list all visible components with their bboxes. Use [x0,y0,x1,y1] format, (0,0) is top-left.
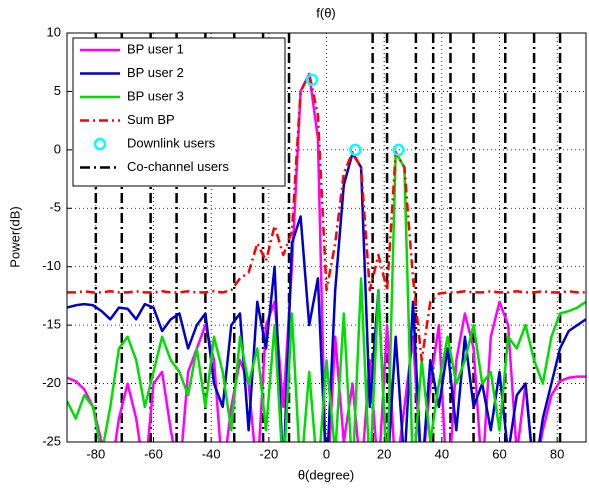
y-tick-label: -25 [42,433,61,448]
series-line [67,152,586,442]
legend-label: Sum BP [127,112,175,127]
y-tick-label: 5 [54,83,61,98]
data-layer [67,33,586,442]
x-tick-label: 0 [323,446,330,461]
legend-label: Co-channel users [127,159,229,174]
downlink-marker [305,73,319,86]
y-tick-label: 0 [54,141,61,156]
x-tick-label: 40 [435,446,449,461]
series-line [67,72,586,442]
x-tick-label: -40 [202,446,221,461]
x-tick-label: -60 [144,446,163,461]
legend: BP user 1 BP user 2 BP user 3 Sum BP Downlin… [72,37,286,187]
y-tick-label: -15 [42,317,61,332]
x-tick-label: 80 [550,446,564,461]
downlink-marker [349,143,362,157]
downlink-marker [392,143,405,157]
x-tick-label: 20 [377,446,391,461]
series-line [67,72,586,362]
y-tick-label: -5 [49,200,61,215]
y-tick-label: -20 [42,375,61,390]
chart-title: f(θ) [316,5,336,20]
legend-label: BP user 3 [127,88,184,103]
series-line [67,150,586,442]
legend-label: BP user 2 [127,65,184,80]
y-axis-label: Power(dB) [7,206,22,267]
x-tick-label: 60 [492,446,506,461]
x-tick-label: -80 [86,446,105,461]
legend-swatch [93,137,107,151]
legend-label: BP user 1 [127,41,184,56]
y-tick-label: -10 [42,258,61,273]
ticks: -80 -60 -40 -20 0 20 40 60 80 -25 -20 -15 -10 -5 0 5 10 [42,24,564,461]
x-axis-label: θ(degree) [298,467,354,482]
legend-box [72,37,286,187]
x-tick-label: -20 [259,446,278,461]
y-tick-label: 10 [47,24,61,39]
legend-label: Downlink users [127,135,216,150]
